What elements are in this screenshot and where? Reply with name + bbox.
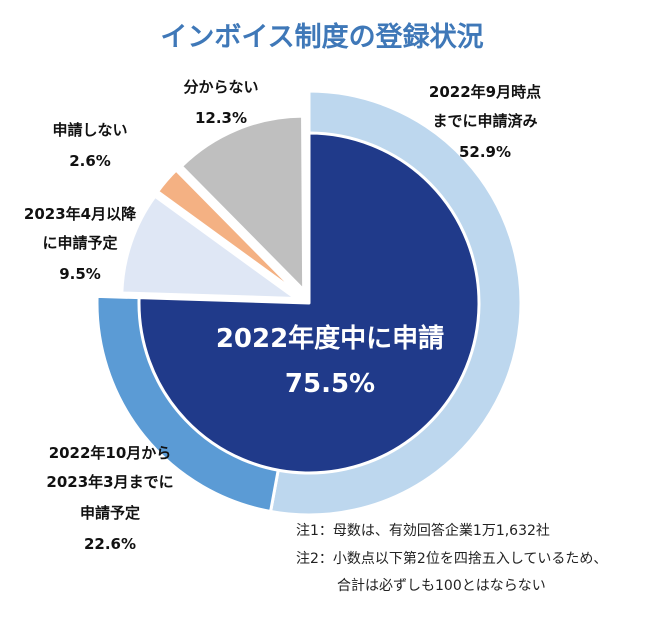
label-unknown-value: 12.3% [195,109,247,127]
label-sep-applied-line1: 2022年9月時点 [429,83,541,101]
chart-title: インボイス制度の登録状況 [160,21,483,53]
label-apr-later-value: 9.5% [59,265,101,283]
center-value-label: 75.5% [285,369,375,399]
label-oct-mar-line3: 申請予定 [80,504,140,522]
label-oct-mar-line2: 2023年3月までに [46,473,173,491]
label-sep-applied-line2: までに申請済み [432,112,537,130]
label-unknown-line1: 分からない [183,78,258,96]
label-apr-later-line2: に申請予定 [42,234,117,252]
label-oct-mar-line1: 2022年10月から [49,444,172,462]
exploded-slice-2 [179,114,306,292]
label-apr-later-line1: 2023年4月以降 [24,205,137,223]
note-3: 合計は必ずしも100とはならない [337,578,546,594]
label-no-apply-line1: 申請しない [52,121,127,139]
inner-total-slice [137,131,481,475]
note-1: 注1：母数は、有効回答企業1万1,632社 [296,522,550,539]
label-no-apply-value: 2.6% [69,152,111,170]
label-oct-mar-value: 22.6% [84,535,136,553]
exploded-slice-0 [120,194,298,300]
note-2: 注2：小数点以下第2位を四捨五入しているため、 [296,550,607,567]
center-label: 2022年度中に申請 [216,323,444,354]
slices [95,89,523,517]
exploded-slice-1 [156,168,300,296]
label-sep-applied-value: 52.9% [459,143,511,161]
